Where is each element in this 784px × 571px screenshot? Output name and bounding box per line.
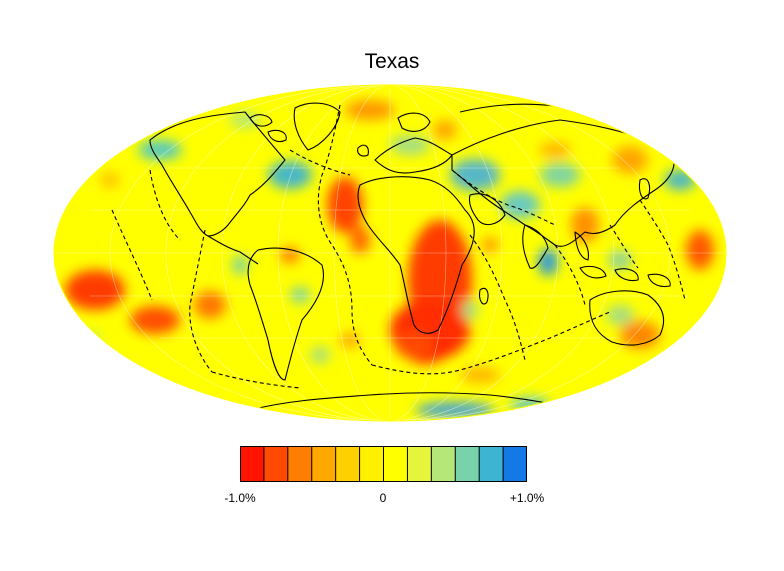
colorbar-swatch [383, 446, 408, 482]
colorbar-swatch [431, 446, 456, 482]
colorbar-frame [240, 446, 527, 482]
map-border [53, 84, 727, 422]
colorbar-swatch [287, 446, 313, 482]
colorbar-swatch [407, 446, 432, 482]
colorbar-max-label: +1.0% [509, 491, 545, 505]
colorbar-swatch [311, 446, 337, 482]
colorbar-swatch [479, 446, 504, 482]
map-title: Texas [364, 50, 420, 73]
colorbar-swatch [263, 446, 289, 482]
tomography-map [53, 84, 727, 422]
colorbar [240, 446, 527, 482]
coastlines [149, 102, 697, 411]
colorbar-mid-label: 0 [379, 491, 387, 505]
colorbar-swatch [455, 446, 480, 482]
colorbar-swatch [335, 446, 361, 482]
colorbar-swatch [503, 446, 527, 482]
map-background [54, 85, 726, 421]
graticule [54, 85, 726, 421]
plate-boundaries [111, 104, 686, 389]
colorbar-min-label: -1.0% [224, 491, 256, 505]
colorbar-swatch [240, 446, 265, 482]
colorbar-swatch [359, 446, 384, 482]
